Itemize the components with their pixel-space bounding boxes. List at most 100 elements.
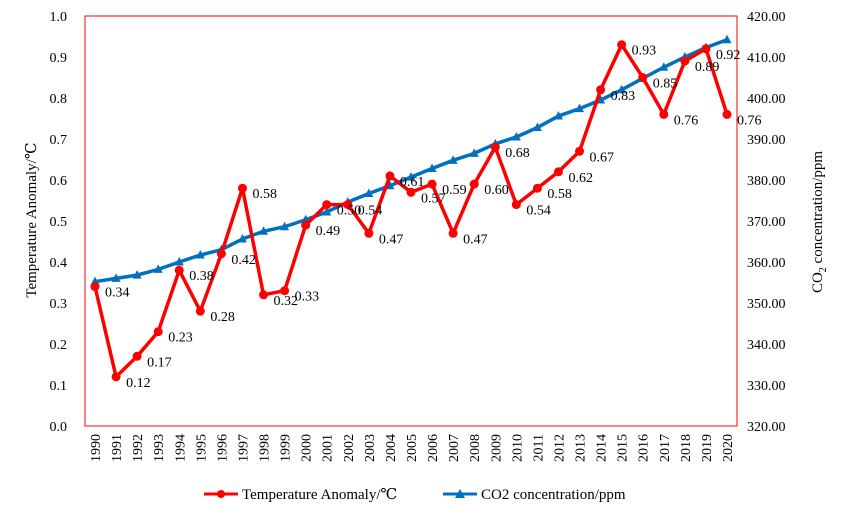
x-tick-label: 2005 — [405, 434, 420, 462]
x-axis-ticks: 1990 1991 1992 1993 1994 1995 1996 1997 1998 1999… — [89, 434, 736, 462]
co2-point — [259, 226, 269, 235]
x-tick-label: 2009 — [489, 434, 504, 462]
temperature-data-label: 0.33 — [295, 290, 320, 305]
temperature-data-label: 0.93 — [632, 44, 657, 59]
temperature-data-label: 0.42 — [231, 253, 256, 268]
temperature-point — [132, 351, 142, 361]
co2-point — [448, 155, 458, 164]
temperature-data-label: 0.68 — [505, 146, 530, 161]
x-tick-label: 2008 — [468, 434, 483, 462]
temperature-point — [532, 183, 542, 193]
y-left-tick-label: 0.2 — [50, 338, 68, 353]
temperature-point — [638, 73, 648, 82]
co2-point — [280, 221, 290, 231]
temperature-point — [448, 228, 458, 238]
y-left-tick-label: 0.9 — [50, 51, 68, 66]
x-tick-label: 1995 — [194, 434, 209, 462]
data-labels: 0.34 0.12 0.17 0.23 0.38 0.28 0.42 0.58 0.320.33… — [105, 44, 762, 391]
y-right-tick-label: 420.00 — [747, 10, 786, 25]
x-tick-label: 1999 — [279, 434, 294, 462]
legend-co2-label: CO2 concentration/ppm — [481, 487, 626, 503]
temperature-data-label: 0.54 — [526, 204, 551, 219]
y-right-tick-label: 360.00 — [747, 256, 786, 271]
plot-area-border — [84, 15, 738, 427]
co2-point — [511, 131, 521, 141]
y-right-tick-label: 380.00 — [747, 174, 786, 189]
temperature-point — [280, 286, 290, 296]
temperature-data-label: 0.12 — [126, 376, 151, 391]
temperature-point — [427, 179, 437, 189]
temperature-point — [259, 290, 269, 300]
temperature-data-label: 0.32 — [274, 294, 299, 309]
temperature-data-label: 0.62 — [568, 171, 593, 186]
temperature-data-label: 0.28 — [210, 310, 235, 325]
y-left-tick-label: 0.7 — [50, 133, 68, 148]
x-tick-label: 1993 — [152, 434, 167, 462]
x-tick-label: 1996 — [215, 434, 230, 462]
left-axis-ticks: 0.0 0.1 0.2 0.3 0.4 0.5 0.6 0.7 0.8 0.9 1.0 — [50, 10, 68, 435]
co2-line — [94, 38, 728, 284]
temperature-point — [237, 183, 247, 193]
x-tick-label: 2014 — [595, 434, 610, 462]
y-right-axis-title: CO2 concentration/ppm — [810, 151, 829, 293]
y-right-tick-label: 350.00 — [747, 297, 786, 312]
co2-point — [553, 111, 563, 120]
y-left-tick-label: 0.0 — [50, 420, 68, 435]
temperature-data-label: 0.47 — [379, 232, 404, 247]
x-tick-label: 2003 — [363, 434, 378, 462]
y-right-tick-label: 340.00 — [747, 338, 786, 353]
co2-point — [532, 122, 542, 132]
co2-point — [659, 62, 669, 71]
temperature-data-label: 0.57 — [421, 191, 446, 206]
temperature-data-label: 0.59 — [442, 183, 467, 198]
legend-temperature-label: Temperature Anomaly/℃ — [242, 487, 397, 503]
temperature-point — [596, 85, 606, 95]
temperature-data-label: 0.17 — [147, 355, 172, 370]
x-tick-label: 1998 — [258, 434, 273, 462]
x-tick-label: 2010 — [510, 434, 525, 462]
co2-point — [322, 206, 332, 216]
x-tick-label: 1994 — [173, 434, 188, 462]
y-right-tick-label: 400.00 — [747, 92, 786, 107]
temperature-data-label: 0.61 — [400, 175, 425, 190]
right-axis-ticks: 320.00 330.00 340.00 350.00 360.00 370.00 380.… — [747, 10, 786, 435]
y-left-tick-label: 0.1 — [50, 379, 68, 394]
temperature-point — [553, 167, 563, 177]
co2-point — [237, 234, 247, 243]
temperature-point — [617, 40, 627, 50]
x-tick-label: 2019 — [700, 434, 715, 462]
legend-item-co2[interactable]: CO2 concentration/ppm — [443, 487, 626, 503]
y-left-tick-label: 0.6 — [50, 174, 68, 189]
temperature-data-label: 0.34 — [105, 286, 130, 301]
x-tick-label: 1991 — [110, 434, 125, 462]
legend-item-temperature[interactable]: Temperature Anomaly/℃ — [204, 487, 397, 503]
x-tick-label: 2000 — [300, 434, 315, 462]
x-tick-label: 2017 — [658, 434, 673, 462]
legend-co2-marker — [455, 489, 465, 498]
x-tick-label: 1997 — [236, 434, 251, 462]
legend: Temperature Anomaly/℃ CO2 concentration/… — [204, 487, 626, 503]
y-left-tick-label: 1.0 — [50, 10, 68, 25]
co2-point — [132, 270, 142, 279]
x-tick-label: 1990 — [89, 434, 104, 462]
temperature-point — [301, 220, 311, 230]
temperature-point — [385, 171, 395, 181]
x-tick-label: 2018 — [679, 434, 694, 462]
y-left-tick-label: 0.5 — [50, 215, 68, 230]
temperature-point — [111, 372, 121, 382]
temperature-data-label: 0.23 — [168, 331, 193, 346]
co2-point — [722, 34, 732, 44]
temperature-data-label: 0.76 — [737, 113, 762, 128]
series-temperature — [90, 40, 732, 382]
y-right-tick-label: 330.00 — [747, 379, 786, 394]
co2-point — [385, 180, 395, 190]
temperature-point — [90, 282, 100, 292]
co2-point — [364, 188, 374, 198]
y-left-tick-label: 0.8 — [50, 92, 68, 107]
temperature-point — [659, 109, 669, 119]
x-tick-label: 2016 — [637, 434, 652, 462]
co2-point — [469, 148, 479, 157]
temperature-data-label: 0.67 — [590, 150, 615, 165]
co2-point — [174, 257, 184, 266]
